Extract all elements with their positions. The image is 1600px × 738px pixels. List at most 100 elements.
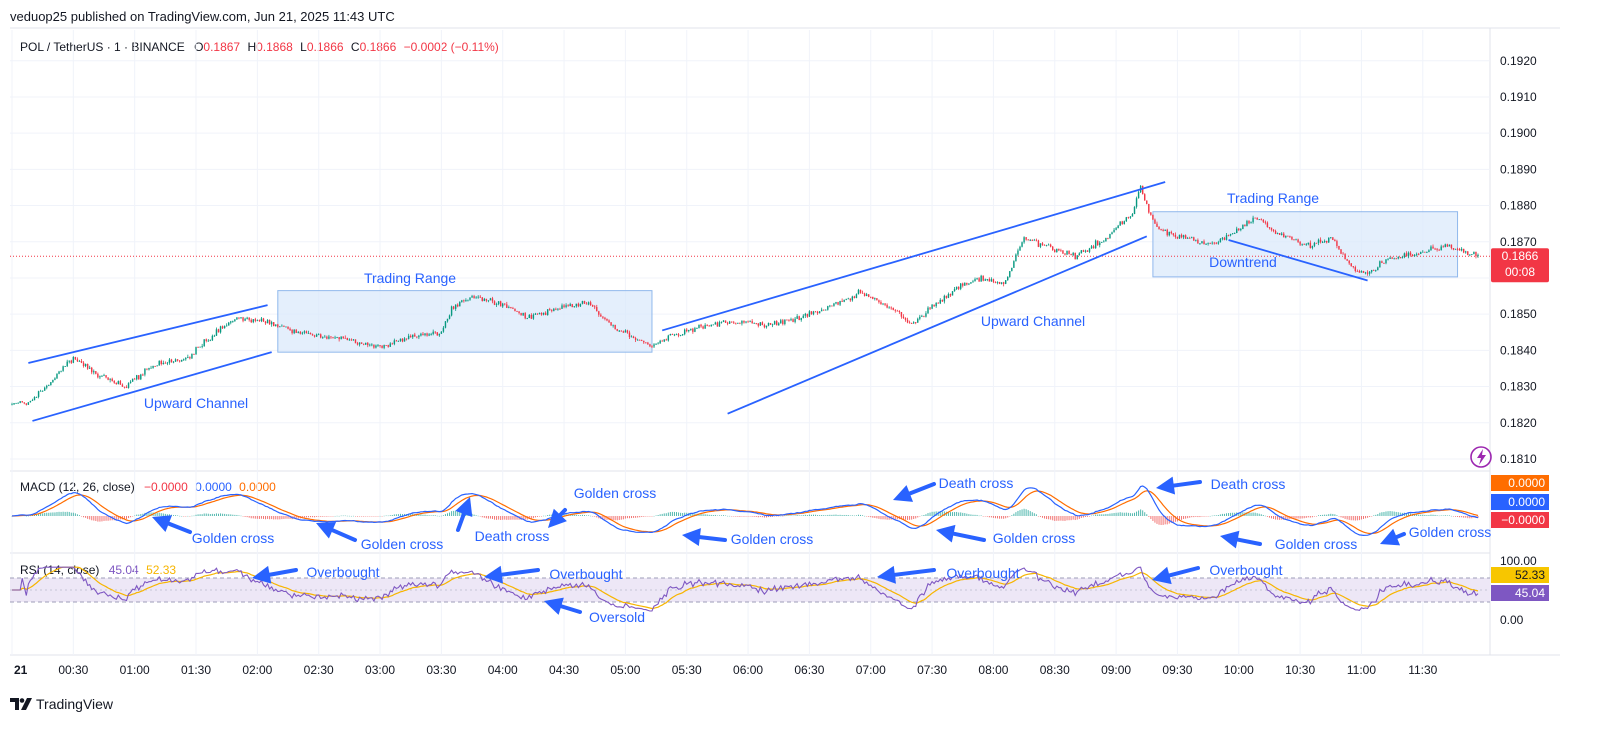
candle-body	[780, 320, 782, 324]
candle-body	[1011, 267, 1013, 272]
candle-body	[1041, 243, 1044, 245]
candle-body	[1348, 260, 1350, 264]
macd-hist-bar	[234, 514, 236, 516]
candle-body	[837, 302, 839, 305]
candle-body	[704, 325, 706, 329]
candle-body	[855, 294, 858, 298]
macd-hist-bar	[1350, 516, 1352, 521]
macd-hist-bar	[586, 515, 588, 516]
candle-body	[297, 332, 299, 333]
macd-hist-bar	[168, 514, 170, 516]
alert-icon[interactable]	[1470, 446, 1492, 468]
candle-body	[1270, 227, 1273, 230]
candle-body	[99, 376, 101, 378]
candle-body	[567, 305, 569, 307]
macd-annotation-arrow-head	[1380, 528, 1401, 546]
candle-body	[1395, 258, 1397, 260]
macd-hist-bar	[765, 516, 767, 518]
candle-body	[1236, 228, 1238, 233]
macd-hist-bar	[1072, 516, 1074, 520]
candle-body	[103, 375, 105, 376]
macd-title[interactable]: MACD (12, 26, close)	[20, 480, 135, 494]
candle-body	[95, 371, 97, 374]
trendlines[interactable]	[28, 181, 1368, 422]
candle-body	[324, 336, 326, 338]
rsi-annotation-label: Overbought	[1209, 562, 1282, 578]
candle-body	[587, 302, 590, 305]
candle-body	[1080, 250, 1083, 254]
candle-body	[1197, 239, 1199, 244]
macd-hist-bar	[485, 516, 487, 519]
candle-body	[733, 322, 735, 324]
macd-hist-bar	[348, 515, 350, 517]
macd-hist-bar	[205, 513, 207, 516]
candle-body	[33, 397, 36, 401]
rsi-badge-rsi-text: 45.04	[1515, 586, 1545, 600]
candle-body	[467, 299, 469, 301]
macd-hist-bar	[1426, 515, 1428, 516]
candle-body	[939, 299, 941, 304]
candle-body	[675, 334, 678, 336]
candle-body	[1340, 249, 1342, 254]
macd-hist-bar	[1297, 516, 1299, 519]
rsi-value: 45.04	[108, 563, 139, 577]
candle-body	[1084, 250, 1087, 252]
macd-hist-bar	[375, 516, 377, 517]
macd-hist-bar	[872, 516, 874, 518]
candle-body	[974, 279, 976, 282]
macd-hist-bar	[704, 514, 706, 516]
macd-hist-bar	[1279, 516, 1281, 520]
candle-body	[669, 334, 672, 336]
candle-body	[369, 344, 371, 346]
candle-body	[1458, 248, 1461, 251]
candle-body	[401, 338, 404, 342]
candle-body	[217, 329, 220, 333]
macd-hist-bar	[1183, 516, 1185, 519]
candle-body	[829, 305, 831, 307]
candle-body	[955, 286, 958, 290]
candle-body	[1413, 254, 1416, 257]
candle-body	[1366, 272, 1369, 274]
macd-hist-bar	[1019, 510, 1021, 516]
candle-body	[536, 313, 539, 315]
macd-hist-bar	[281, 516, 283, 520]
macd-hist-bar	[1266, 516, 1268, 517]
candle-body	[1375, 270, 1377, 271]
candle-body	[747, 321, 749, 323]
candle-body	[986, 278, 989, 280]
symbol-label[interactable]: POL / TetherUS · 1 · BINANCE	[20, 40, 185, 54]
macd-hist-bar	[520, 516, 522, 520]
vertical-gridlines	[11, 30, 1424, 655]
candle-body	[1358, 271, 1361, 273]
candlesticks	[11, 185, 1479, 406]
macd-hist-bar	[1452, 516, 1454, 517]
candle-body	[1158, 226, 1160, 230]
macd-hist-bar	[31, 515, 33, 516]
macd-hist-bar	[1039, 516, 1041, 517]
candle-body	[794, 318, 796, 322]
macd-hist-bar	[1234, 512, 1236, 516]
candle-body	[931, 304, 933, 309]
candle-body	[1119, 221, 1121, 226]
tradingview-brand[interactable]: TradingView	[10, 696, 113, 712]
candle-body	[553, 308, 555, 312]
candle-body	[634, 337, 637, 340]
candle-body	[1078, 253, 1081, 256]
candle-body	[1007, 276, 1009, 281]
macd-hist-bar	[1013, 513, 1015, 516]
candle-body	[959, 283, 962, 289]
candle-body	[195, 347, 197, 355]
macd-hist-bar	[422, 514, 424, 516]
trading-range-box	[1152, 211, 1459, 278]
macd-hist-bar	[804, 514, 806, 516]
macd-hist-bar	[1197, 516, 1199, 518]
macd-hist-bar	[1455, 516, 1457, 517]
candle-body	[1229, 234, 1232, 236]
rsi-annotation-arrow-shaft	[499, 568, 540, 577]
candle-body	[330, 336, 332, 338]
candle-body	[1025, 237, 1027, 240]
candle-body	[872, 296, 874, 299]
macd-hist-bar	[1246, 512, 1248, 516]
macd-hist-bar	[461, 511, 463, 516]
